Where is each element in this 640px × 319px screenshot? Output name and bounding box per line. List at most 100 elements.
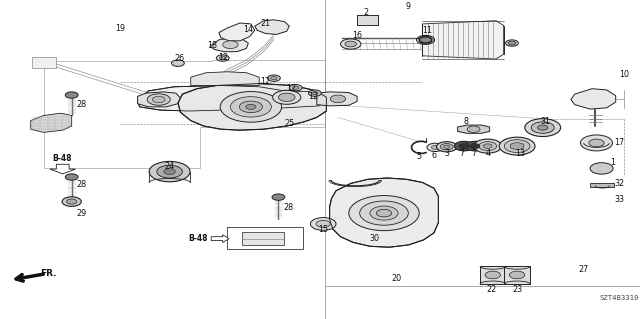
Polygon shape: [50, 164, 76, 174]
Text: 12: 12: [218, 53, 228, 62]
Circle shape: [504, 140, 530, 152]
Circle shape: [308, 90, 321, 96]
Text: 16: 16: [352, 31, 362, 40]
Text: 32: 32: [614, 179, 625, 188]
Circle shape: [509, 271, 525, 279]
Circle shape: [272, 194, 285, 200]
Circle shape: [459, 144, 469, 149]
Circle shape: [474, 139, 502, 153]
Circle shape: [485, 271, 500, 279]
Text: 12: 12: [286, 84, 296, 93]
Bar: [227, 227, 303, 249]
Circle shape: [223, 41, 238, 48]
Circle shape: [360, 201, 408, 225]
Polygon shape: [31, 113, 72, 132]
Circle shape: [499, 137, 535, 155]
Circle shape: [149, 161, 190, 182]
Polygon shape: [178, 84, 326, 130]
Circle shape: [220, 92, 282, 122]
Circle shape: [67, 199, 77, 204]
Polygon shape: [255, 20, 289, 34]
Text: 6: 6: [431, 151, 436, 160]
Circle shape: [157, 165, 182, 178]
Text: 10: 10: [619, 70, 629, 79]
Text: 29: 29: [77, 209, 87, 218]
Circle shape: [538, 125, 548, 130]
Circle shape: [271, 77, 277, 80]
Circle shape: [444, 145, 450, 148]
Circle shape: [62, 197, 81, 206]
Text: B-48: B-48: [52, 154, 72, 163]
Circle shape: [273, 90, 301, 104]
Polygon shape: [511, 142, 524, 150]
Text: 20: 20: [392, 274, 402, 283]
Text: 8: 8: [463, 117, 468, 126]
Circle shape: [349, 196, 419, 231]
Polygon shape: [138, 85, 326, 111]
Circle shape: [531, 122, 554, 133]
Circle shape: [454, 141, 474, 151]
Bar: [480, 266, 506, 284]
Circle shape: [483, 144, 492, 148]
Text: 24: 24: [164, 162, 175, 171]
Text: 28: 28: [77, 100, 87, 109]
Circle shape: [590, 163, 613, 174]
Text: 21: 21: [260, 19, 271, 28]
Text: 27: 27: [579, 265, 589, 274]
Text: 31: 31: [540, 117, 550, 126]
Bar: [357, 15, 378, 25]
Text: 3: 3: [444, 149, 449, 158]
Text: 5: 5: [417, 152, 422, 161]
Text: FR.: FR.: [40, 269, 56, 278]
Circle shape: [465, 141, 484, 151]
Circle shape: [470, 144, 480, 149]
Circle shape: [340, 39, 361, 49]
Circle shape: [65, 92, 78, 98]
Text: 7: 7: [471, 149, 476, 158]
Circle shape: [310, 218, 336, 230]
Circle shape: [436, 142, 457, 152]
Circle shape: [427, 143, 444, 152]
Circle shape: [330, 95, 346, 103]
Circle shape: [431, 145, 439, 149]
Circle shape: [440, 144, 453, 150]
Text: 17: 17: [614, 138, 625, 147]
Bar: [242, 232, 284, 245]
Polygon shape: [211, 235, 229, 242]
Text: 11: 11: [422, 26, 433, 35]
Text: 15: 15: [318, 225, 328, 234]
Circle shape: [312, 92, 318, 95]
Circle shape: [370, 206, 398, 220]
Polygon shape: [317, 92, 357, 106]
Polygon shape: [330, 178, 438, 247]
Text: B-48: B-48: [189, 234, 208, 243]
Text: 1: 1: [611, 158, 616, 167]
Circle shape: [316, 220, 330, 227]
Text: 13: 13: [515, 149, 525, 158]
Circle shape: [376, 209, 392, 217]
Bar: [32, 57, 56, 68]
Bar: [227, 227, 303, 249]
Text: 2: 2: [364, 8, 369, 17]
Circle shape: [246, 104, 256, 109]
Text: 9: 9: [406, 2, 411, 11]
Polygon shape: [219, 23, 255, 41]
Circle shape: [467, 126, 480, 132]
Text: 12: 12: [308, 92, 319, 101]
Text: 33: 33: [614, 195, 625, 204]
Circle shape: [65, 174, 78, 180]
Bar: [504, 266, 530, 284]
Polygon shape: [422, 21, 504, 59]
Circle shape: [278, 93, 295, 101]
Circle shape: [289, 85, 302, 91]
Text: 25: 25: [284, 119, 294, 128]
Polygon shape: [210, 38, 248, 52]
Text: 30: 30: [369, 234, 380, 243]
Text: 14: 14: [243, 25, 253, 34]
Circle shape: [292, 86, 299, 89]
Circle shape: [345, 41, 356, 47]
Circle shape: [525, 119, 561, 137]
Text: SZT4B3310: SZT4B3310: [599, 295, 639, 301]
Circle shape: [508, 41, 516, 45]
Text: 28: 28: [283, 204, 293, 212]
